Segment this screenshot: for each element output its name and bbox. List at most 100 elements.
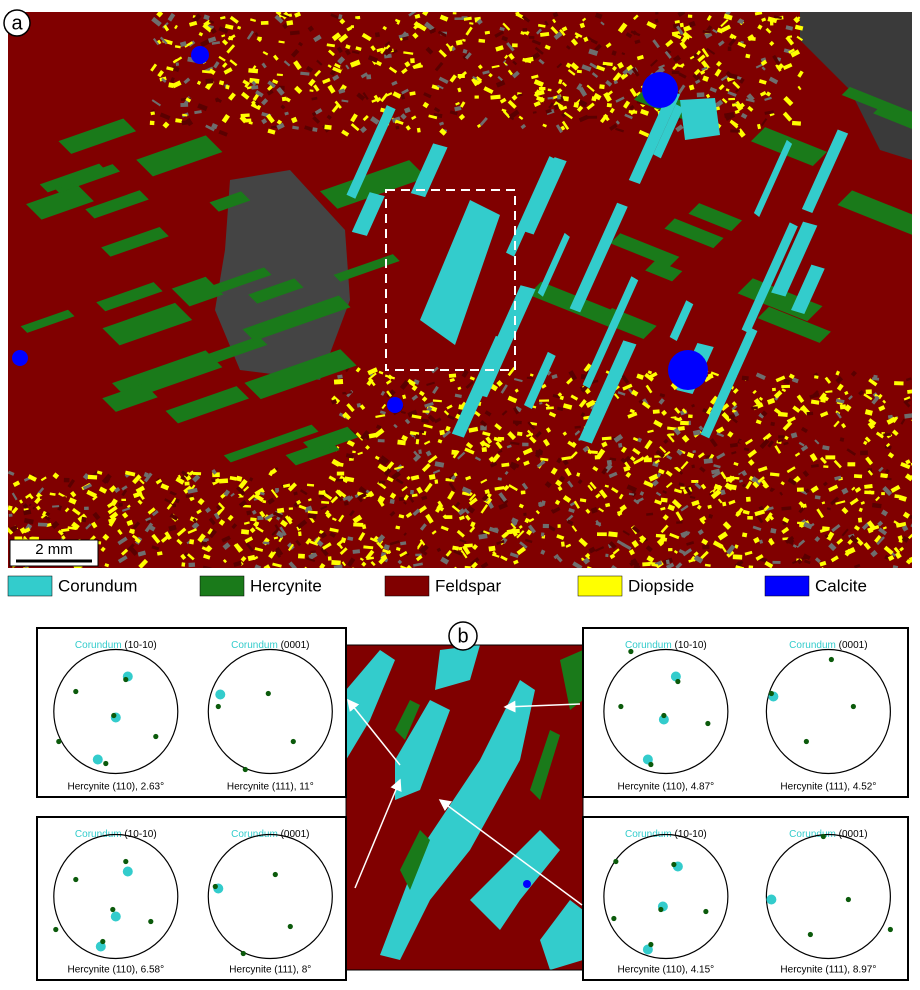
grain: [201, 541, 207, 546]
grain: [692, 429, 701, 436]
grain: [11, 506, 19, 514]
grain: [799, 523, 803, 528]
pole-figure-title: Corundum (10-10): [75, 640, 157, 651]
grain: [772, 54, 781, 66]
pole-figure-caption: Hercynite (111), 8.97°: [780, 965, 876, 976]
grain: [615, 127, 625, 133]
grain: [890, 484, 901, 493]
grain: [716, 452, 726, 460]
grain: [521, 15, 531, 23]
grain: [253, 493, 264, 502]
grain: [403, 51, 414, 55]
grain: [585, 399, 596, 409]
grain: [357, 451, 363, 456]
grain: [469, 376, 476, 381]
grain: [233, 560, 242, 567]
hercynite-pole: [703, 908, 709, 915]
pole-figure-circle: [207, 833, 333, 960]
grain: [828, 542, 837, 552]
grain: [419, 544, 429, 554]
grain: [730, 129, 740, 133]
grain: [680, 486, 686, 490]
grain: [327, 64, 332, 69]
grain: [349, 18, 358, 24]
grain: [646, 21, 657, 29]
grain: [745, 53, 751, 59]
grain: [361, 561, 367, 567]
grain: [572, 561, 583, 568]
pole-figure-caption: Hercynite (110), 6.58°: [67, 965, 164, 976]
grain: [310, 550, 316, 554]
grain: [561, 81, 568, 87]
grain: [907, 389, 912, 394]
grain: [868, 378, 878, 387]
grain: [406, 436, 415, 445]
grain: [457, 70, 468, 80]
grain: [769, 40, 775, 47]
grain: [401, 485, 408, 492]
grain: [268, 549, 277, 559]
grain: [568, 370, 578, 381]
grain: [731, 450, 737, 455]
grain: [437, 500, 444, 508]
hercynite-pole: [73, 688, 79, 695]
grain: [761, 410, 768, 417]
grain: [758, 396, 764, 401]
grain: [759, 90, 767, 97]
grain: [440, 556, 450, 565]
grain: [580, 412, 586, 418]
grain: [490, 94, 501, 100]
grain: [362, 114, 369, 122]
pole-figure-title: Corundum (10-10): [75, 829, 157, 840]
grain: [828, 484, 839, 492]
hercynite-pole: [887, 926, 893, 933]
grain: [449, 377, 456, 383]
grain: [246, 510, 252, 516]
grain: [35, 505, 41, 511]
grain: [626, 64, 634, 72]
grain: [70, 490, 77, 498]
grain: [768, 515, 775, 521]
grain: [612, 548, 620, 555]
grain: [609, 123, 618, 131]
grain: [297, 553, 305, 559]
grain: [319, 563, 326, 568]
grain: [194, 110, 202, 115]
grain: [276, 73, 283, 77]
grain: [849, 534, 859, 545]
grain: [648, 473, 659, 482]
grain: [413, 562, 423, 567]
grain: [673, 33, 682, 40]
hercynite-pole: [661, 712, 667, 719]
grain: [751, 476, 762, 486]
pole-figure-circle: [207, 648, 333, 775]
grain: [806, 411, 814, 416]
pole-figure-title: Corundum (0001): [231, 640, 309, 651]
pole-figure-caption: Hercynite (110), 4.15°: [618, 965, 715, 976]
grain: [469, 526, 476, 533]
grain: [156, 12, 164, 18]
grain: [87, 474, 98, 480]
hercynite-pole: [265, 690, 271, 697]
grain: [352, 514, 363, 524]
grain: [633, 457, 643, 465]
arrow: [438, 799, 583, 906]
grain: [26, 532, 35, 539]
grain: [809, 453, 818, 462]
grain: [226, 44, 236, 54]
grain: [61, 535, 66, 540]
grain: [166, 66, 174, 72]
grain: [868, 418, 877, 426]
grain: [385, 379, 392, 385]
grain: [644, 439, 653, 450]
grain: [533, 79, 544, 88]
grain: [261, 62, 267, 69]
grain: [558, 78, 563, 85]
grain: [506, 444, 512, 449]
grain: [167, 12, 176, 22]
grain: [366, 378, 374, 386]
grain: [647, 370, 653, 375]
grain: [312, 127, 318, 132]
grain: [335, 462, 344, 467]
grain: [278, 40, 285, 44]
